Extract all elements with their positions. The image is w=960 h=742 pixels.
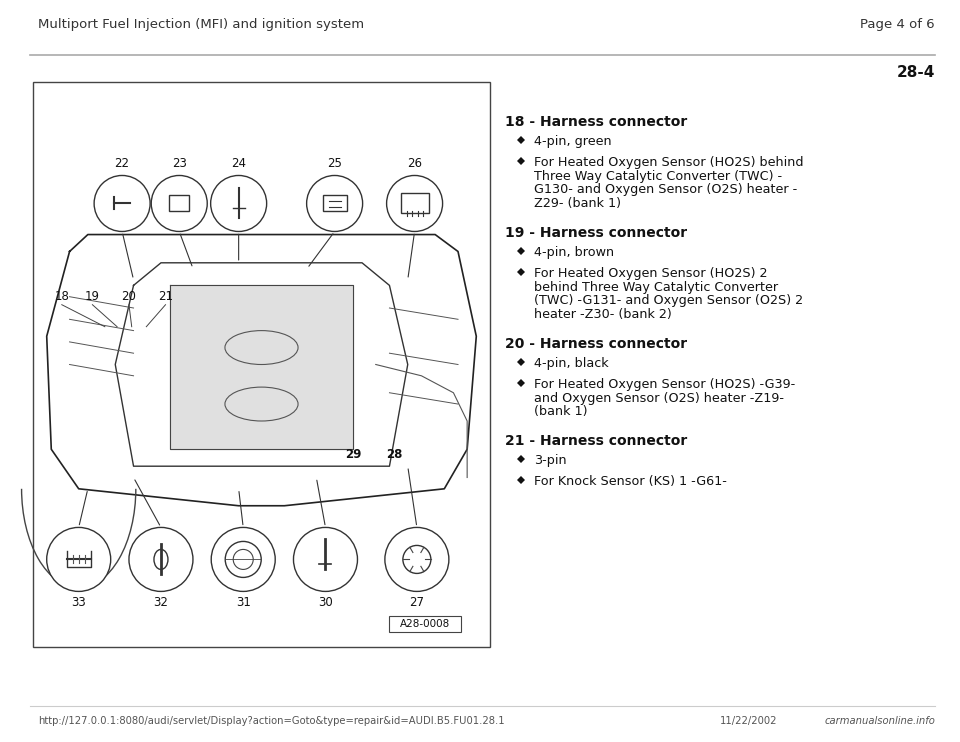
Text: 29: 29 — [345, 448, 361, 462]
Text: Page 4 of 6: Page 4 of 6 — [860, 18, 935, 31]
Bar — [169, 195, 189, 211]
Circle shape — [294, 528, 357, 591]
Bar — [400, 194, 428, 214]
Text: 18: 18 — [55, 290, 69, 303]
Text: Three Way Catalytic Converter (TWC) -: Three Way Catalytic Converter (TWC) - — [534, 170, 782, 183]
Circle shape — [306, 175, 363, 232]
Circle shape — [385, 528, 449, 591]
Text: 27: 27 — [409, 597, 424, 609]
Text: 3-pin: 3-pin — [534, 454, 566, 467]
Circle shape — [47, 528, 110, 591]
Polygon shape — [170, 286, 353, 449]
Text: heater -Z30- (bank 2): heater -Z30- (bank 2) — [534, 308, 672, 321]
Text: 23: 23 — [172, 157, 186, 171]
Circle shape — [387, 175, 443, 232]
Text: 11/22/2002: 11/22/2002 — [720, 716, 778, 726]
Text: 21: 21 — [158, 290, 173, 303]
Text: 20: 20 — [122, 290, 136, 303]
Text: 4-pin, green: 4-pin, green — [534, 135, 612, 148]
Circle shape — [152, 175, 207, 232]
Text: 22: 22 — [114, 157, 130, 171]
Text: 4-pin, brown: 4-pin, brown — [534, 246, 614, 259]
Text: Z29- (bank 1): Z29- (bank 1) — [534, 197, 621, 210]
Text: For Heated Oxygen Sensor (HO2S) 2: For Heated Oxygen Sensor (HO2S) 2 — [534, 267, 767, 280]
Bar — [390, 616, 462, 632]
Text: 24: 24 — [231, 157, 246, 171]
Text: 25: 25 — [327, 157, 342, 171]
Text: behind Three Way Catalytic Converter: behind Three Way Catalytic Converter — [534, 280, 779, 294]
Text: 21 - Harness connector: 21 - Harness connector — [505, 434, 687, 448]
Text: For Heated Oxygen Sensor (HO2S) behind: For Heated Oxygen Sensor (HO2S) behind — [534, 156, 804, 168]
Bar — [33, 82, 490, 647]
Text: 30: 30 — [318, 597, 333, 609]
Text: A28-0008: A28-0008 — [400, 619, 450, 629]
Text: and Oxygen Sensor (O2S) heater -Z19-: and Oxygen Sensor (O2S) heater -Z19- — [534, 392, 784, 404]
Circle shape — [211, 528, 276, 591]
Circle shape — [210, 175, 267, 232]
Bar — [323, 195, 347, 211]
Text: Multiport Fuel Injection (MFI) and ignition system: Multiport Fuel Injection (MFI) and ignit… — [38, 18, 364, 31]
Text: 18 - Harness connector: 18 - Harness connector — [505, 115, 687, 129]
Text: 31: 31 — [236, 597, 251, 609]
Text: 32: 32 — [154, 597, 168, 609]
Text: 28-4: 28-4 — [897, 65, 935, 80]
Circle shape — [94, 175, 150, 232]
Text: 4-pin, black: 4-pin, black — [534, 357, 609, 370]
Text: (bank 1): (bank 1) — [534, 405, 588, 418]
Text: carmanualsonline.info: carmanualsonline.info — [824, 716, 935, 726]
Text: 28: 28 — [386, 448, 402, 462]
Text: G130- and Oxygen Sensor (O2S) heater -: G130- and Oxygen Sensor (O2S) heater - — [534, 183, 797, 197]
Text: For Heated Oxygen Sensor (HO2S) -G39-: For Heated Oxygen Sensor (HO2S) -G39- — [534, 378, 795, 391]
Text: (TWC) -G131- and Oxygen Sensor (O2S) 2: (TWC) -G131- and Oxygen Sensor (O2S) 2 — [534, 295, 804, 307]
Text: 20 - Harness connector: 20 - Harness connector — [505, 337, 687, 351]
Text: 26: 26 — [407, 157, 422, 171]
Text: 19: 19 — [84, 290, 100, 303]
Text: For Knock Sensor (KS) 1 -G61-: For Knock Sensor (KS) 1 -G61- — [534, 475, 727, 488]
Text: 33: 33 — [71, 597, 86, 609]
Text: 19 - Harness connector: 19 - Harness connector — [505, 226, 687, 240]
Circle shape — [129, 528, 193, 591]
Text: http://127.0.0.1:8080/audi/servlet/Display?action=Goto&type=repair&id=AUDI.B5.FU: http://127.0.0.1:8080/audi/servlet/Displ… — [38, 716, 505, 726]
